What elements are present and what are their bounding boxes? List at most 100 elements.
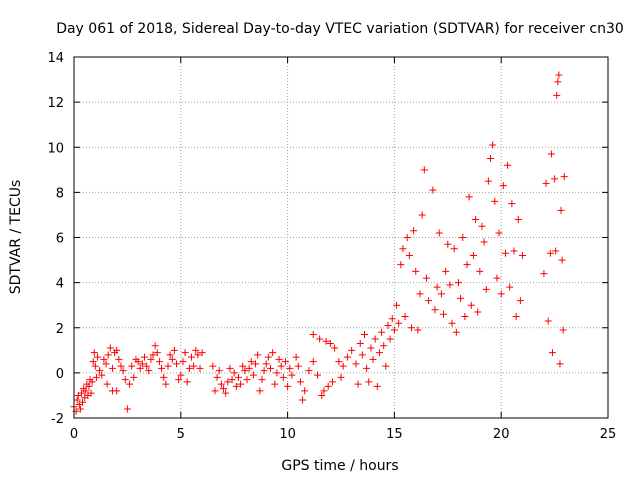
data-point xyxy=(177,371,185,379)
y-tick-label: 12 xyxy=(47,96,64,111)
data-point xyxy=(373,382,381,390)
data-point xyxy=(558,256,566,264)
data-point xyxy=(378,328,386,336)
data-point xyxy=(403,234,411,241)
data-point xyxy=(557,206,565,214)
data-point xyxy=(318,391,326,399)
data-point xyxy=(288,371,296,379)
data-point xyxy=(540,270,548,278)
data-point xyxy=(480,238,488,246)
x-tick-label: 25 xyxy=(600,427,617,442)
data-point xyxy=(512,312,520,320)
data-point xyxy=(230,369,238,377)
data-point xyxy=(211,387,219,395)
data-point xyxy=(296,378,304,386)
data-point xyxy=(183,378,191,386)
data-point xyxy=(354,380,362,388)
data-point xyxy=(450,245,458,253)
data-point xyxy=(335,358,343,366)
data-point xyxy=(343,353,351,361)
data-point xyxy=(508,200,516,208)
data-point xyxy=(516,297,524,305)
data-point xyxy=(497,290,505,298)
y-tick-label: 4 xyxy=(56,277,64,292)
data-point xyxy=(448,319,456,327)
data-point xyxy=(360,331,368,339)
data-point xyxy=(256,387,264,395)
data-point xyxy=(254,351,262,359)
data-point xyxy=(320,387,328,395)
data-point xyxy=(324,382,332,390)
data-point xyxy=(85,382,93,390)
data-point xyxy=(98,371,106,379)
data-point xyxy=(474,308,482,316)
data-point xyxy=(87,389,95,397)
data-point xyxy=(301,387,309,395)
data-point xyxy=(395,319,403,327)
data-point xyxy=(435,229,443,237)
data-point xyxy=(482,285,490,293)
data-point xyxy=(258,376,266,384)
data-point xyxy=(160,373,168,381)
data-point xyxy=(292,353,300,361)
data-point xyxy=(209,362,217,370)
data-point xyxy=(104,351,112,359)
data-point xyxy=(279,373,287,381)
data-point xyxy=(273,369,281,377)
data-point xyxy=(375,349,383,357)
data-point xyxy=(510,247,518,255)
x-axis-label: GPS time / hours xyxy=(281,458,398,474)
x-tick-labels: 0 5 10 15 20 25 xyxy=(70,427,616,442)
data-point xyxy=(339,362,347,370)
y-tick-label: 10 xyxy=(47,141,64,156)
data-point xyxy=(552,247,560,255)
data-point xyxy=(187,353,195,361)
data-point xyxy=(459,234,467,241)
data-point xyxy=(264,353,272,361)
data-point xyxy=(103,380,111,388)
data-point xyxy=(123,405,131,413)
data-point xyxy=(245,364,253,372)
data-point xyxy=(309,358,317,366)
data-point xyxy=(267,364,275,372)
data-point xyxy=(166,351,174,359)
data-point xyxy=(393,301,401,309)
data-point xyxy=(365,378,373,386)
data-point xyxy=(117,362,125,370)
data-point xyxy=(228,376,236,384)
data-point xyxy=(499,182,507,190)
x-tick-label: 10 xyxy=(279,427,296,442)
data-point xyxy=(151,342,159,350)
data-point xyxy=(422,274,430,282)
data-point xyxy=(504,161,512,169)
data-point xyxy=(126,380,134,388)
data-point xyxy=(326,340,334,348)
data-point xyxy=(397,261,405,269)
data-point xyxy=(275,355,283,363)
chart-title: Day 061 of 2018, Sidereal Day-to-day VTE… xyxy=(56,21,624,37)
data-point xyxy=(369,355,377,363)
data-point xyxy=(140,353,148,361)
y-tick-label: 2 xyxy=(56,322,64,337)
y-tick-label: 14 xyxy=(47,51,64,66)
data-point xyxy=(93,353,101,361)
data-point xyxy=(348,346,356,354)
data-point xyxy=(73,396,81,404)
data-point xyxy=(542,179,550,187)
data-point xyxy=(220,385,228,393)
data-point xyxy=(546,249,554,257)
data-point xyxy=(495,229,503,237)
data-point xyxy=(442,267,450,275)
data-point xyxy=(322,337,330,345)
data-point xyxy=(224,378,232,386)
data-point xyxy=(386,335,394,343)
data-point xyxy=(491,197,499,205)
data-point xyxy=(138,360,146,368)
data-point xyxy=(444,240,452,248)
data-point xyxy=(284,382,292,390)
y-tick-label: -2 xyxy=(51,412,64,427)
data-point xyxy=(149,351,157,359)
data-point xyxy=(384,321,392,329)
x-tick-label: 20 xyxy=(493,427,510,442)
data-point xyxy=(76,405,84,413)
